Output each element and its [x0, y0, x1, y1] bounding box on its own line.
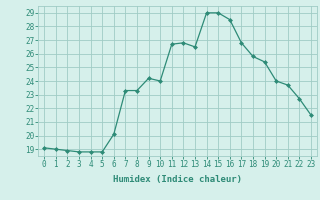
X-axis label: Humidex (Indice chaleur): Humidex (Indice chaleur) — [113, 175, 242, 184]
